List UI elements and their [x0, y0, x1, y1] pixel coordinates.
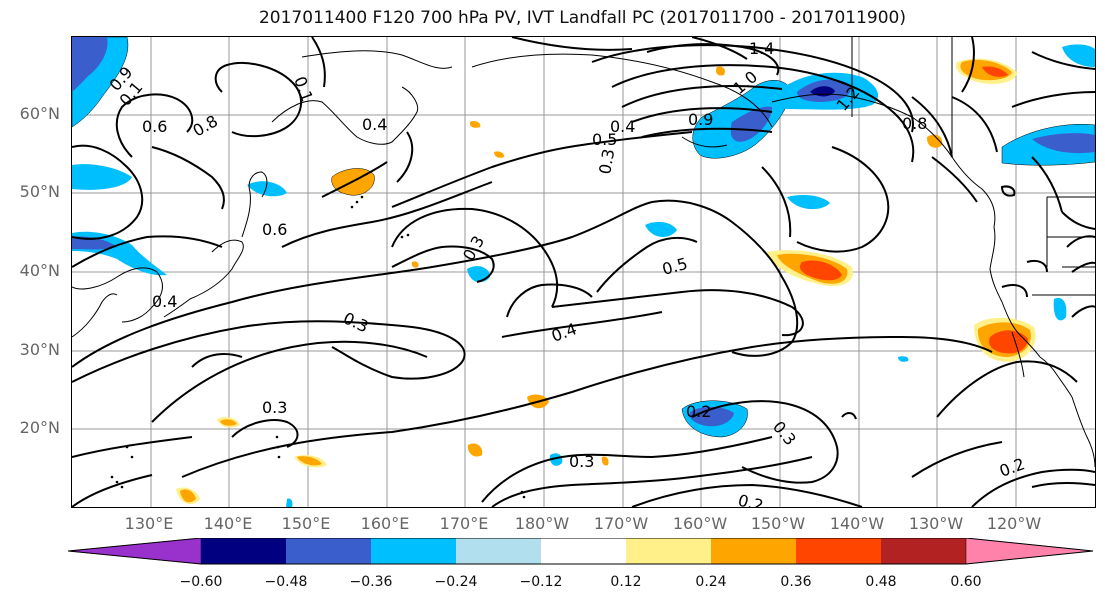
colorbar-tick-label: −0.60 [179, 574, 223, 590]
contour-label: 0.4 [362, 115, 387, 134]
colorbar-tick-label: 0.60 [950, 574, 982, 590]
contour-label: 0.3 [569, 452, 594, 471]
contour-label: 0.4 [549, 319, 579, 346]
map-title: 2017011400 F120 700 hPa PV, IVT Landfall… [258, 8, 906, 28]
colorbar-tick-label: −0.48 [264, 574, 308, 590]
colorbar-swatch [201, 538, 286, 564]
lat-label-30n: 30°N [19, 340, 60, 359]
lon-label-150e: 150°E [281, 514, 331, 533]
contour-label: 1.4 [749, 39, 774, 58]
pv-contours [72, 37, 1095, 507]
lat-label-40n: 40°N [19, 261, 60, 280]
lat-label-20n: 20°N [19, 418, 60, 437]
colorbar-swatch [626, 538, 711, 564]
colorbar [68, 538, 1094, 565]
colorbar-swatch [711, 538, 796, 564]
lat-label-60n: 60°N [19, 104, 60, 123]
contour-label: 0.2 [736, 491, 766, 507]
contour-label: 0.6 [142, 117, 167, 136]
lon-label-180w: 180°W [514, 514, 570, 533]
coastlines [72, 37, 1095, 468]
contour-label: 0.8 [190, 111, 222, 140]
contour-label: 0.3 [459, 232, 488, 264]
lat-label-50n: 50°N [19, 182, 60, 201]
contour-label: 0.8 [902, 114, 927, 133]
map-canvas: 1.4 0.9 0.1 0.6 0.8 0.4 0.1 0.8 0.4 0.5 … [72, 37, 1095, 507]
colorbar-swatch [456, 538, 541, 564]
colorbar-swatch [68, 538, 202, 565]
lon-label-140w: 140°W [829, 514, 885, 533]
contour-label: 0.3 [262, 398, 287, 417]
map-panel: 1.4 0.9 0.1 0.6 0.8 0.4 0.1 0.8 0.4 0.5 … [71, 36, 1096, 508]
contour-label: 0.3 [595, 147, 618, 175]
lon-label-170e: 170°E [439, 514, 489, 533]
colorbar-tick-label: −0.24 [434, 574, 478, 590]
contour-label: 0.5 [592, 130, 617, 149]
colorbar-tick-label: 0.24 [695, 574, 727, 590]
colorbar-swatch [965, 538, 1094, 565]
contour-label: 0.1 [290, 74, 317, 104]
lon-label-160e: 160°E [360, 514, 410, 533]
lon-label-160w: 160°W [672, 514, 728, 533]
contour-label: 0.4 [610, 117, 635, 136]
contour-label: 0.9 [688, 110, 713, 129]
lon-label-130w: 130°W [908, 514, 964, 533]
colorbar-tick-label: 0.48 [865, 574, 897, 590]
contour-label: 0.5 [660, 254, 690, 279]
contour-label: 0.2 [686, 402, 711, 421]
colorbar-swatch [371, 538, 456, 564]
colorbar-swatch [796, 538, 881, 564]
contour-label: 0.3 [340, 308, 371, 336]
colorbar-tick-label: 0.12 [610, 574, 642, 590]
lon-label-120w: 120°W [986, 514, 1042, 533]
lon-label-140e: 140°E [203, 514, 253, 533]
colorbar-swatch [286, 538, 371, 564]
contour-label: 0.4 [152, 292, 177, 311]
colorbar-tick-label: 0.36 [780, 574, 812, 590]
graticule [72, 37, 1095, 507]
colorbar-swatch [881, 538, 966, 564]
lon-label-130e: 130°E [124, 514, 174, 533]
lon-label-150w: 150°W [750, 514, 806, 533]
contour-label: 0.6 [262, 220, 287, 239]
colorbar-tick-label: −0.12 [519, 574, 563, 590]
lon-label-170w: 170°W [593, 514, 649, 533]
contour-label: 0.3 [769, 417, 800, 449]
colorbar-tick-label: −0.36 [349, 574, 393, 590]
colorbar-swatch [541, 538, 626, 564]
